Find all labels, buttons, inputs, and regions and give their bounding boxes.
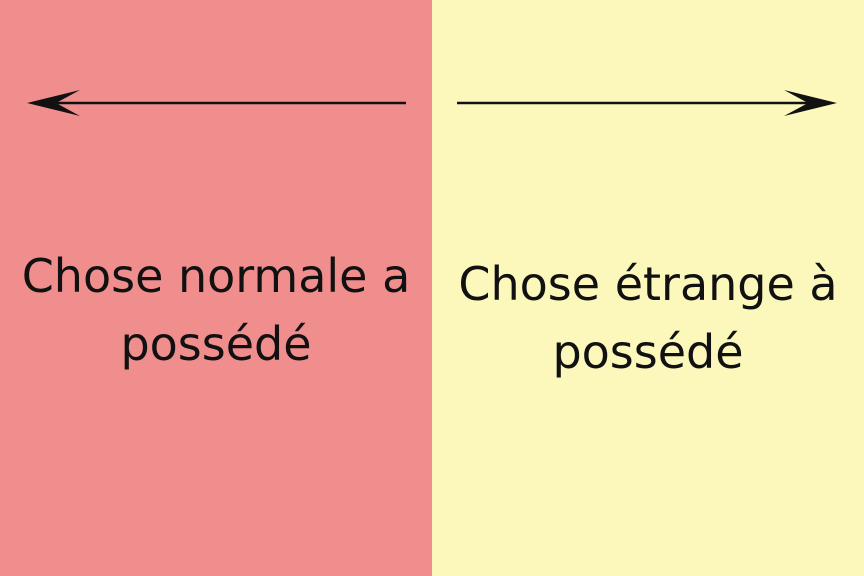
right-label-line2: possédé (552, 325, 744, 379)
arrow-left-icon (27, 90, 406, 116)
right-panel: Chose étrange à possédé (432, 0, 864, 576)
left-label-line2: possédé (120, 317, 312, 371)
left-label: Chose normale a possédé (0, 242, 432, 378)
right-label: Chose étrange à possédé (432, 250, 864, 386)
arrow-right-icon (457, 90, 837, 116)
left-label-line1: Chose normale a (21, 249, 411, 303)
right-label-line1: Chose étrange à (458, 257, 838, 311)
left-panel: Chose normale a possédé (0, 0, 432, 576)
